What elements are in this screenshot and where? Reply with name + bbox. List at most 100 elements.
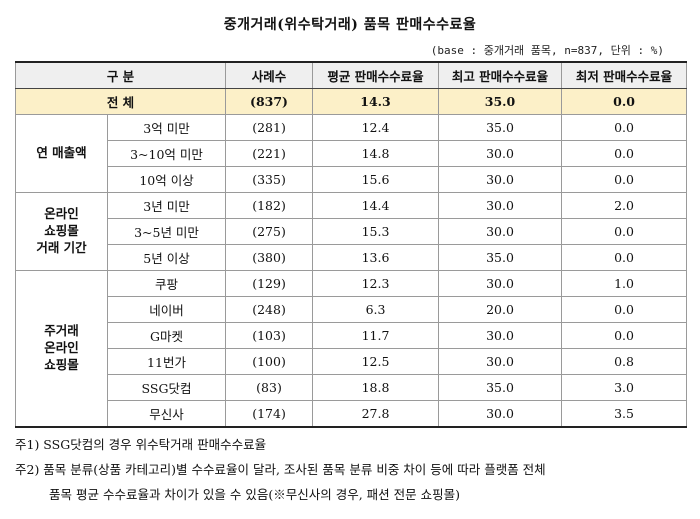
table-row: 연 매출액 3억 미만 (281) 12.4 35.0 0.0 (15, 114, 688, 193)
row-n: (275) (225, 218, 314, 245)
row-n: (335) (225, 166, 314, 193)
row-min: 1.0 (561, 270, 688, 297)
table-row: 11번가 (100) 12.5 30.0 0.8 (16, 348, 688, 375)
row-min: 2.0 (561, 192, 688, 219)
row-avg: 6.3 (312, 296, 440, 323)
row-avg: 11.7 (312, 322, 440, 349)
row-min: 3.5 (561, 400, 688, 428)
row-n: (281) (225, 114, 314, 141)
row-max: 30.0 (438, 192, 563, 219)
table-row: G마켓 (103) 11.7 30.0 0.0 (16, 322, 688, 349)
group-label-line: 온라인 (44, 340, 79, 356)
row-avg: 12.3 (312, 270, 440, 297)
row-max: 30.0 (438, 400, 563, 428)
row-sub: 10억 이상 (106, 166, 227, 193)
row-avg: 27.8 (312, 400, 440, 428)
row-max: 35.0 (438, 374, 563, 401)
group-label-trade-period: 온라인 쇼핑몰 거래 기간 (15, 192, 108, 271)
row-n: (182) (225, 192, 314, 219)
group-label-line: 온라인 (44, 206, 79, 222)
page-title: 중개거래(위수탁거래) 품목 판매수수료율 (223, 17, 477, 33)
table-row: 3~10억 미만 (221) 14.8 30.0 0.0 (16, 140, 688, 167)
table-row: 주거래 온라인 쇼핑몰 쿠팡 (129) 12.3 30.0 1.0 (15, 270, 688, 428)
row-avg: 12.4 (312, 114, 440, 141)
row-max: 30.0 (438, 348, 563, 375)
row-min: 0.0 (561, 218, 688, 245)
row-max: 30.0 (438, 322, 563, 349)
row-n: (248) (225, 296, 314, 323)
total-min: 0.0 (561, 88, 688, 115)
header-max: 최고 판매수수료율 (438, 61, 563, 89)
group-label-revenue: 연 매출액 (15, 114, 108, 193)
total-n: (837) (225, 88, 314, 115)
row-min: 0.0 (561, 296, 688, 323)
header-avg: 평균 판매수수료율 (312, 61, 440, 89)
group-label-line: 쇼핑몰 (44, 223, 79, 239)
row-avg: 13.6 (312, 244, 440, 271)
table-row: 5년 이상 (380) 13.6 35.0 0.0 (16, 244, 688, 271)
row-sub: 3년 미만 (106, 192, 227, 219)
table-row: 무신사 (174) 27.8 30.0 3.5 (16, 400, 688, 428)
row-sub: 11번가 (106, 348, 227, 375)
row-sub: 3억 미만 (106, 114, 227, 141)
row-sub: 무신사 (106, 400, 227, 428)
footnote-1: 주1) SSG닷컴의 경우 위수탁거래 판매수수료율 (15, 437, 267, 452)
table-header-row: 구 분 사례수 평균 판매수수료율 최고 판매수수료율 최저 판매수수료율 (14, 61, 688, 89)
row-min: 0.0 (561, 114, 688, 141)
row-min: 0.0 (561, 322, 688, 349)
row-avg: 15.3 (312, 218, 440, 245)
group-label-line: 쇼핑몰 (44, 356, 79, 372)
row-n: (103) (225, 322, 314, 349)
row-sub: 3~5년 미만 (106, 218, 227, 245)
row-n: (174) (225, 400, 314, 428)
header-category: 구 분 (14, 61, 227, 89)
table-row: SSG닷컴 (83) 18.8 35.0 3.0 (16, 374, 688, 401)
group-label-line: 거래 기간 (36, 239, 87, 255)
total-max: 35.0 (438, 88, 563, 115)
commission-rate-table: 구 분 사례수 평균 판매수수료율 최고 판매수수료율 최저 판매수수료율 전 … (14, 61, 688, 428)
row-max: 30.0 (438, 270, 563, 297)
row-sub: 5년 이상 (106, 244, 227, 271)
row-max: 30.0 (438, 140, 563, 167)
row-n: (129) (225, 270, 314, 297)
row-sub: 쿠팡 (106, 270, 227, 297)
header-min: 최저 판매수수료율 (561, 61, 688, 89)
table-row: 10억 이상 (335) 15.6 30.0 0.0 (16, 166, 688, 193)
header-n: 사례수 (225, 61, 314, 89)
row-min: 3.0 (561, 374, 688, 401)
group-label-line: 주거래 (44, 323, 79, 339)
row-min: 0.0 (561, 244, 688, 271)
group-label-main-mall: 주거래 온라인 쇼핑몰 (15, 270, 108, 428)
table-row: 네이버 (248) 6.3 20.0 0.0 (16, 296, 688, 323)
table-total-row: 전 체 (837) 14.3 35.0 0.0 (14, 88, 688, 115)
row-max: 30.0 (438, 166, 563, 193)
row-avg: 14.8 (312, 140, 440, 167)
row-max: 35.0 (438, 114, 563, 141)
row-sub: G마켓 (106, 322, 227, 349)
row-max: 30.0 (438, 218, 563, 245)
row-sub: 네이버 (106, 296, 227, 323)
row-n: (221) (225, 140, 314, 167)
row-min: 0.8 (561, 348, 688, 375)
row-max: 20.0 (438, 296, 563, 323)
row-max: 35.0 (438, 244, 563, 271)
table-row: 온라인 쇼핑몰 거래 기간 3년 미만 (182) 14.4 30.0 2.0 (15, 192, 688, 271)
row-sub: SSG닷컴 (106, 374, 227, 401)
table-row: 3~5년 미만 (275) 15.3 30.0 0.0 (16, 218, 688, 245)
unit-note: (base : 중개거래 품목, n=837, 단위 : %) (430, 44, 664, 57)
row-min: 0.0 (561, 166, 688, 193)
total-avg: 14.3 (312, 88, 440, 115)
row-sub: 3~10억 미만 (106, 140, 227, 167)
row-n: (83) (225, 374, 314, 401)
row-n: (380) (225, 244, 314, 271)
row-min: 0.0 (561, 140, 688, 167)
row-avg: 12.5 (312, 348, 440, 375)
footnotes: 주1) SSG닷컴의 경우 위수탁거래 판매수수료율 주2) 품목 분류(상품 … (15, 432, 685, 507)
row-n: (100) (225, 348, 314, 375)
row-avg: 15.6 (312, 166, 440, 193)
footnote-2-line-1: 주2) 품목 분류(상품 카테고리)별 수수료율이 달라, 조사된 품목 분류 … (15, 462, 546, 477)
total-label: 전 체 (14, 88, 227, 115)
footnote-2-line-2: 품목 평균 수수료율과 차이가 있을 수 있음(※무신사의 경우, 패션 전문 … (49, 487, 460, 502)
row-avg: 18.8 (312, 374, 440, 401)
row-avg: 14.4 (312, 192, 440, 219)
